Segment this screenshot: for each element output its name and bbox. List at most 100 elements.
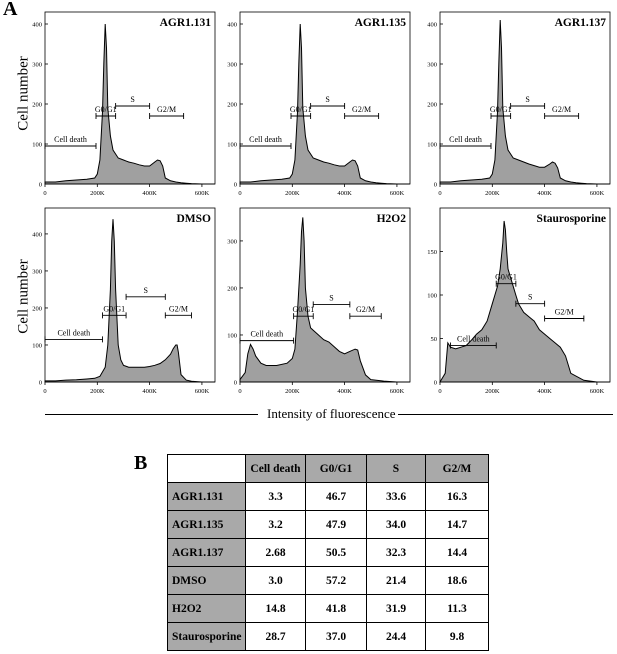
table-cell: 3.0 — [245, 566, 306, 595]
y-tick-label: 300 — [427, 62, 437, 69]
y-axis-label-bottom: Cell number — [15, 259, 32, 334]
x-tick-label: 0 — [43, 388, 46, 395]
panel-title: AGR1.135 — [355, 17, 407, 29]
table-cell: 2.68 — [245, 538, 306, 567]
table-cell: 14.7 — [425, 510, 489, 539]
x-tick-label: 200K — [485, 190, 500, 197]
histogram-3: 0 100 200 300 400 0 200K 400K 600K AGR1.137 Cell d… — [427, 11, 611, 197]
table-cell: 14.8 — [245, 594, 306, 623]
y-tick-label: 300 — [32, 268, 42, 275]
x-axis-rule-right — [398, 414, 613, 415]
histogram-6: 0 50 100 150 0 200K 400K 600K Staurosporine Cell … — [427, 207, 611, 395]
x-tick-label: 200K — [285, 388, 300, 395]
table-cell: 31.9 — [366, 594, 426, 623]
table-row: AGR1.137 2.68 50.5 32.3 14.4 — [167, 538, 489, 567]
gate-label: Cell death — [57, 328, 90, 337]
panel-title: DMSO — [177, 213, 212, 225]
table-header-row: Cell death G0/G1 S G2/M — [167, 454, 489, 483]
x-axis-label: Intensity of fluorescence — [267, 406, 396, 421]
y-tick-label: 200 — [227, 285, 237, 292]
gate-label: G0/G1 — [290, 105, 312, 114]
row-label: AGR1.131 — [167, 482, 246, 511]
table-cell: 3.2 — [245, 510, 306, 539]
x-tick-label: 200K — [90, 190, 105, 197]
gate-label: S — [525, 95, 529, 104]
row-label: AGR1.137 — [167, 538, 246, 567]
plot-frame — [44, 207, 216, 383]
table-cell: 50.5 — [305, 538, 367, 567]
y-tick-label: 100 — [32, 142, 42, 149]
x-tick-label: 0 — [238, 388, 241, 395]
y-tick-label: 200 — [427, 102, 437, 109]
gate-label: S — [130, 95, 134, 104]
column-header: S — [366, 454, 426, 483]
histogram-area — [239, 23, 410, 185]
panel-a-label: A — [3, 0, 18, 20]
panel-title: H2O2 — [377, 213, 407, 225]
table-row: AGR1.135 3.2 47.9 34.0 14.7 — [167, 510, 489, 539]
table-cell: 16.3 — [425, 482, 489, 511]
y-tick-label: 300 — [227, 238, 237, 245]
x-tick-label: 0 — [438, 388, 441, 395]
gate-label: G2/M — [356, 305, 375, 314]
x-tick-label: 400K — [537, 190, 552, 197]
y-tick-label: 100 — [427, 142, 437, 149]
table-row: DMSO 3.0 57.2 21.4 18.6 — [167, 566, 489, 595]
gate-label: G2/M — [552, 105, 571, 114]
table-cell: 37.0 — [305, 622, 367, 651]
table-cell: 32.3 — [366, 538, 426, 567]
gate-label: G0/G1 — [293, 305, 315, 314]
y-tick-label: 300 — [227, 62, 237, 69]
x-tick-label: 400K — [537, 388, 552, 395]
table-row: AGR1.131 3.3 46.7 33.6 16.3 — [167, 482, 489, 511]
y-tick-label: 100 — [32, 342, 42, 349]
y-tick-label: 400 — [32, 231, 42, 238]
gate-label: G0/G1 — [495, 273, 517, 282]
x-tick-label: 200K — [485, 388, 500, 395]
x-tick-label: 400K — [142, 190, 157, 197]
gate-label: Cell death — [457, 334, 490, 343]
x-tick-label: 200K — [285, 190, 300, 197]
gate-label: S — [329, 293, 333, 302]
x-tick-label: 0 — [43, 190, 46, 197]
y-tick-label: 100 — [227, 332, 237, 339]
y-tick-label: 0 — [234, 182, 237, 189]
cell-cycle-table: Cell death G0/G1 S G2/M AGR1.131 3.3 46.… — [167, 454, 489, 651]
histogram-area — [439, 220, 610, 383]
gate-label: Cell death — [249, 135, 282, 144]
table-corner — [167, 454, 246, 483]
y-axis-label-top: Cell number — [15, 56, 32, 131]
histogram-2: 0 100 200 300 400 0 200K 400K 600K AGR1.135 Cell d… — [227, 11, 411, 197]
panel-b-label: B — [134, 452, 148, 474]
histogram-1: 0 100 200 300 400 0 200K 400K 600K AGR1.131 Cell d… — [32, 11, 216, 197]
x-axis-rule-left — [45, 414, 258, 415]
x-tick-label: 600K — [590, 190, 605, 197]
gate-label: G2/M — [169, 304, 188, 313]
y-tick-label: 200 — [32, 102, 42, 109]
y-tick-label: 0 — [39, 380, 42, 387]
histogram-4: 0 100 200 300 400 0 200K 400K 600K DMSO Cell death… — [32, 207, 216, 395]
gate-label: S — [528, 293, 532, 302]
panel-title: AGR1.131 — [160, 17, 212, 29]
table-cell: 18.6 — [425, 566, 489, 595]
table-cell: 33.6 — [366, 482, 426, 511]
column-header: Cell death — [245, 454, 306, 483]
table-cell: 24.4 — [366, 622, 426, 651]
table-cell: 21.4 — [366, 566, 426, 595]
histogram-5: 0 100 200 300 0 200K 400K 600K H2O2 Cell death G0/… — [227, 207, 411, 395]
y-tick-label: 300 — [32, 62, 42, 69]
table-cell: 11.3 — [425, 594, 489, 623]
column-header: G2/M — [425, 454, 489, 483]
gate-label: Cell death — [250, 330, 283, 339]
panel-title: AGR1.137 — [555, 17, 607, 29]
table-cell: 14.4 — [425, 538, 489, 567]
gate-label: G2/M — [157, 105, 176, 114]
y-tick-label: 400 — [227, 22, 237, 29]
y-tick-label: 150 — [427, 249, 437, 256]
x-tick-label: 600K — [390, 190, 405, 197]
row-label: Staurosporine — [167, 622, 246, 651]
x-tick-label: 0 — [438, 190, 441, 197]
x-tick-label: 400K — [142, 388, 157, 395]
y-tick-label: 200 — [227, 102, 237, 109]
gate-label: S — [325, 95, 329, 104]
